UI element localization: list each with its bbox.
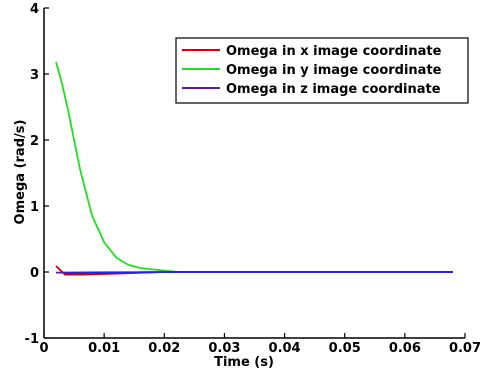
- y-tick-label: 1: [30, 200, 39, 215]
- x-tick-label: 0.05: [329, 341, 361, 356]
- series-line: [55, 61, 453, 273]
- y-tick-label: 4: [30, 2, 39, 17]
- x-tick-label: 0.07: [449, 341, 481, 356]
- legend: Omega in x image coordinate Omega in y im…: [175, 37, 469, 104]
- x-tick-label: 0.04: [269, 341, 301, 356]
- x-axis-label: Time (s): [214, 355, 274, 370]
- series-line: [65, 271, 453, 275]
- y-tick-label: 3: [30, 68, 39, 83]
- x-tick-label: 0: [39, 341, 48, 356]
- legend-box: [175, 37, 469, 104]
- y-axis-label: Omega (rad/s): [13, 120, 28, 225]
- y-tick-label: -1: [25, 332, 39, 347]
- y-tick-label: 2: [30, 134, 39, 149]
- legend-label: Omega in x image coordinate: [226, 44, 442, 59]
- y-tick-label: 0: [30, 266, 39, 281]
- x-tick-label: 0.03: [208, 341, 240, 356]
- series-layer: [55, 61, 453, 276]
- x-tick-label: 0.02: [148, 341, 180, 356]
- x-tick-label: 0.01: [88, 341, 120, 356]
- legend-label: Omega in y image coordinate: [226, 63, 442, 78]
- axes: [43, 8, 465, 339]
- x-tick-label: 0.06: [389, 341, 421, 356]
- legend-label: Omega in z image coordinate: [226, 82, 441, 97]
